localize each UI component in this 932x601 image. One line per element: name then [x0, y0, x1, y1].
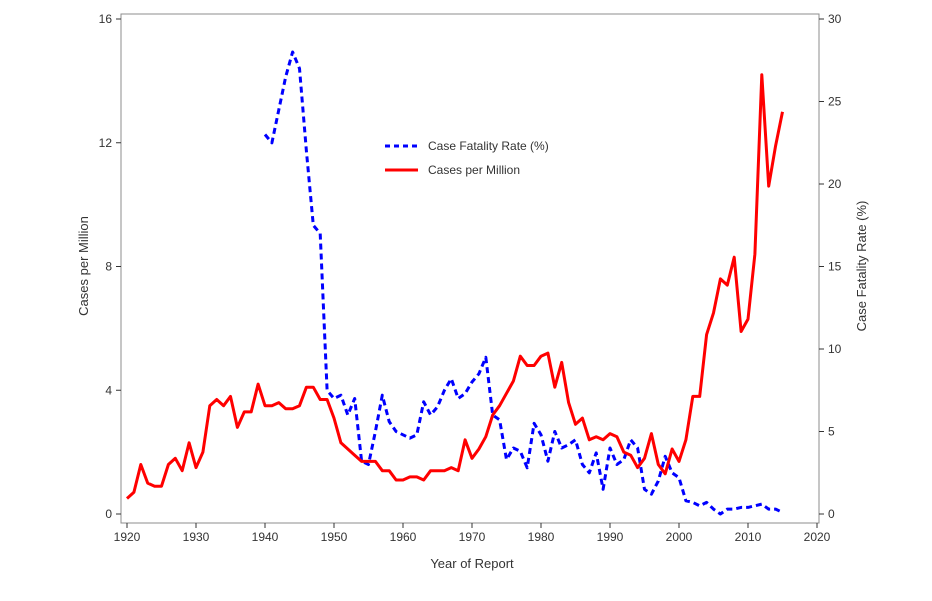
y-right-tick-label: 0 — [828, 507, 835, 521]
y-axis-right-label: Case Fatality Rate (%) — [854, 201, 869, 332]
x-tick-label: 2000 — [666, 530, 693, 544]
y-left-tick-label: 4 — [105, 383, 112, 397]
legend-label-cases-per-million: Cases per Million — [428, 163, 520, 177]
x-axis: 1920 1930 1940 1950 1960 1970 1980 1990 2000 2010… — [114, 523, 831, 544]
y-axis-left: 0 4 8 12 16 — [99, 12, 121, 521]
y-right-tick-label: 25 — [828, 95, 842, 109]
y-left-tick-label: 8 — [105, 260, 112, 274]
y-right-tick-label: 20 — [828, 177, 842, 191]
x-tick-label: 2010 — [735, 530, 762, 544]
y-left-tick-label: 16 — [99, 12, 113, 26]
x-tick-label: 2020 — [804, 530, 831, 544]
series-layer — [125, 50, 784, 516]
plot-area-frame — [120, 13, 820, 524]
x-axis-label: Year of Report — [430, 556, 514, 571]
series-line-case-fatality-rate — [263, 50, 784, 516]
y-left-tick-label: 12 — [99, 136, 113, 150]
y-axis-left-label: Cases per Million — [76, 216, 91, 316]
y-right-tick-label: 15 — [828, 260, 842, 274]
y-right-tick-label: 30 — [828, 12, 842, 26]
x-tick-label: 1930 — [183, 530, 210, 544]
x-tick-label: 1990 — [597, 530, 624, 544]
x-tick-label: 1950 — [321, 530, 348, 544]
legend-label-case-fatality-rate: Case Fatality Rate (%) — [428, 139, 549, 153]
y-axis-right: 0 5 10 15 20 25 30 — [819, 12, 842, 521]
y-right-tick-label: 5 — [828, 425, 835, 439]
x-tick-label: 1960 — [390, 530, 417, 544]
y-left-tick-label: 0 — [105, 507, 112, 521]
legend: Case Fatality Rate (%) Cases per Million — [385, 139, 549, 177]
x-tick-label: 1940 — [252, 530, 279, 544]
x-tick-label: 1970 — [459, 530, 486, 544]
series-line-cases-per-million — [125, 73, 784, 500]
x-tick-label: 1920 — [114, 530, 141, 544]
y-right-tick-label: 10 — [828, 342, 842, 356]
x-tick-label: 1980 — [528, 530, 555, 544]
